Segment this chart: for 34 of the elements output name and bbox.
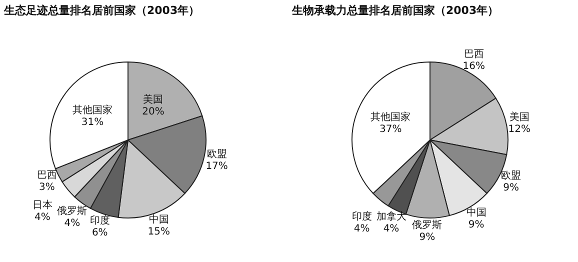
data-label: 9% [419,232,436,243]
data-label: 3% [38,182,55,193]
slice-label: 加拿大 [376,210,406,222]
data-label: 6% [92,228,108,239]
slice-label: 俄罗斯 [57,204,88,217]
slice-label: 印度 [90,214,110,227]
data-label: 16% [462,60,485,72]
data-label: 4% [383,223,400,234]
data-label: 4% [64,218,80,229]
slice-label: 欧盟 [501,169,522,182]
slice-label: 俄罗斯 [412,218,442,231]
data-label: 15% [148,226,170,238]
slice-label: 其他国家 [72,104,113,116]
data-label: 9% [468,219,484,230]
slice-label: 美国 [143,93,164,106]
slice-label: 中国 [148,214,169,226]
data-label: 4% [34,212,50,223]
data-label: 9% [503,182,520,194]
data-label: 31% [81,116,104,128]
slice-label: 巴西 [36,170,57,181]
slice-label: 日本 [32,198,52,211]
chart-title: 生态足迹总量排名居前国家（2003年） [3,4,200,17]
data-label: 37% [380,124,402,135]
data-label: 4% [354,223,370,234]
slice-label: 其他国家 [370,110,411,123]
data-label: 17% [206,160,228,172]
data-label: 20% [142,106,164,118]
slice-label: 印度 [352,210,372,222]
slice-label: 美国 [509,110,530,123]
chart-title: 生物承载力总量排名居前国家（2003年） [291,4,499,17]
slice-label: 欧盟 [206,148,227,160]
slice-label: 中国 [466,206,486,218]
slice-label: 巴西 [464,48,484,60]
data-label: 12% [508,124,531,135]
